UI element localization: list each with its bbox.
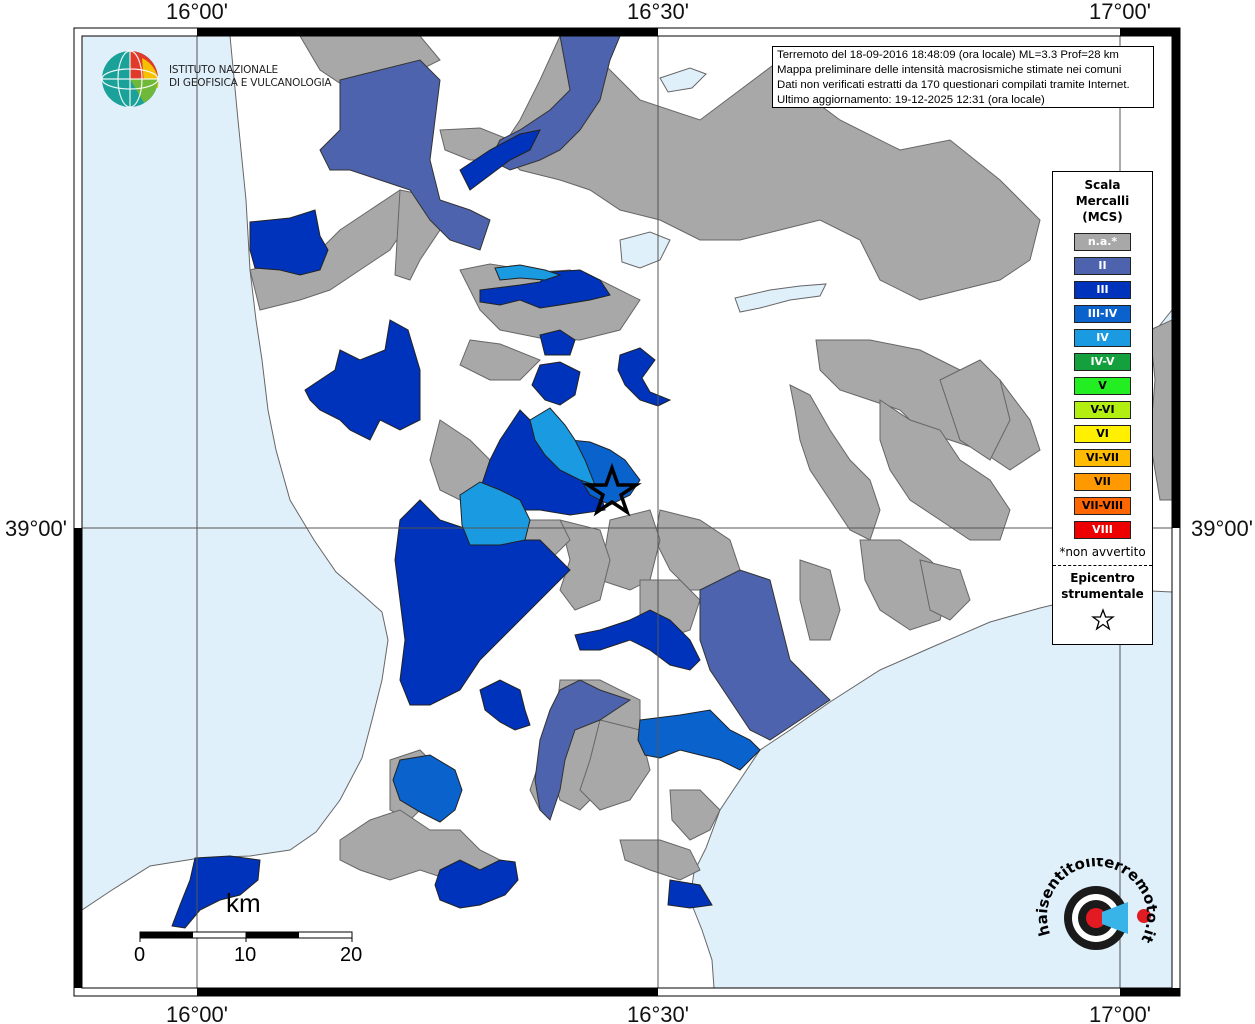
legend-item: V (1074, 377, 1131, 395)
municipalities-iii (171, 129, 713, 929)
legend-epicenter-line1: Epicentro (1070, 571, 1135, 585)
legend-title: Scala Mercalli (MCS) (1053, 177, 1152, 225)
legend-item: n.a.* (1074, 233, 1131, 251)
lon-label-bottom-3: 17°00' (1089, 1002, 1151, 1024)
frame-ticks (74, 28, 1180, 996)
lon-label-bottom-2: 16°30' (627, 1002, 689, 1024)
info-line-4: Ultimo aggiornamento: 19-12-2025 12:31 (… (777, 94, 1045, 106)
legend-item: IV (1074, 329, 1131, 347)
epicenter-star (582, 462, 642, 517)
lat-label-right: 39°00' (1191, 516, 1253, 541)
legend-separator (1053, 565, 1152, 566)
legend-item: III (1074, 281, 1131, 299)
legend-epicenter-label: Epicentro strumentale (1053, 570, 1152, 602)
lon-label-top-1: 16°00' (166, 0, 228, 24)
info-line-1: Terremoto del 18-09-2016 18:48:09 (ora l… (777, 49, 1119, 61)
ingv-logo-line1: ISTITUTO NAZIONALE (169, 64, 278, 76)
scale-bar (139, 931, 353, 942)
legend-title-line3: (MCS) (1082, 210, 1123, 224)
legend-items: n.a.* II III III-IV IV IV-V V V-VI VI VI-VII VII VI… (1053, 233, 1152, 539)
lake (734, 283, 827, 313)
legend-epicenter-line2: strumentale (1061, 587, 1144, 601)
legend-item: VI (1074, 425, 1131, 443)
scale-bar-label-10: 10 (234, 944, 257, 966)
ingv-globe-icon (101, 50, 159, 108)
scale-bar-label-20: 20 (340, 944, 363, 966)
municipalities-iv (459, 264, 596, 546)
legend-item: VIII (1074, 521, 1131, 539)
legend-item: VII-VIII (1074, 497, 1131, 515)
scale-bar-label-0: 0 (134, 944, 146, 966)
legend-item: IV-V (1074, 353, 1131, 371)
lake (659, 67, 707, 93)
legend-title-line2: Mercalli (1075, 194, 1130, 208)
legend-item: VI-VII (1074, 449, 1131, 467)
legend-title-line1: Scala (1084, 178, 1121, 192)
legend-item: V-VI (1074, 401, 1131, 419)
legend-item: III-IV (1074, 305, 1131, 323)
info-line-3: Dati non verificati estratti da 170 ques… (777, 79, 1130, 91)
ingv-logo-line2: DI GEOFISICA E VULCANOLOGIA (169, 77, 332, 89)
lat-label-left: 39°00' (5, 516, 67, 541)
scale-bar-unit: km (226, 888, 261, 918)
legend-item: II (1074, 257, 1131, 275)
legend-note: *non avvertito (1059, 545, 1146, 559)
mcs-legend: Scala Mercalli (MCS) n.a.* II III III-IV IV I… (1052, 171, 1153, 645)
ingv-logo-text: ISTITUTO NAZIONALE DI GEOFISICA E VULCAN… (169, 64, 332, 90)
lon-label-bottom-1: 16°00' (166, 1002, 228, 1024)
legend-item: VII (1074, 473, 1131, 491)
event-info-box: Terremoto del 18-09-2016 18:48:09 (ora l… (772, 46, 1154, 108)
lon-label-top-2: 16°30' (627, 0, 689, 24)
lon-label-top-3: 17°00' (1089, 0, 1151, 24)
hst-logo-icon: haisentitoilterremoto.it (1033, 858, 1161, 950)
star-icon (1053, 608, 1152, 636)
info-line-2: Mappa preliminare delle intensità macros… (777, 64, 1122, 76)
municipalities-iii-iv (392, 439, 761, 823)
